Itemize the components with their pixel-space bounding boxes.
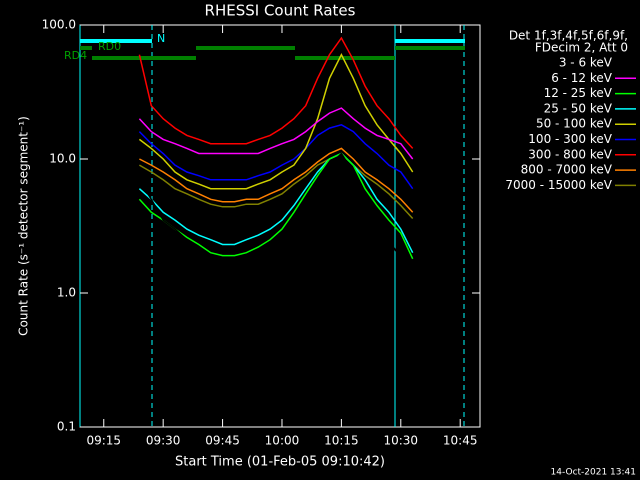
- y-tick-label: 100.0: [42, 18, 76, 32]
- legend-label: 12 - 25 keV: [544, 86, 613, 100]
- series-line: [138, 53, 414, 190]
- series-line: [138, 152, 414, 254]
- x-tick-label: 09:45: [205, 434, 240, 448]
- series-line: [138, 152, 414, 289]
- x-tick-label: 10:30: [383, 434, 418, 448]
- x-tick-label: 10:45: [443, 434, 478, 448]
- timestamp: 14-Oct-2021 13:41: [551, 468, 636, 478]
- legend-label: 7000 - 15000 keV: [505, 178, 612, 192]
- state-label: RD4: [64, 49, 87, 62]
- series-line: [138, 107, 414, 160]
- series-line: [139, 147, 414, 213]
- series-line: [139, 152, 414, 220]
- y-tick-label: 1.0: [57, 286, 76, 300]
- series-line: [138, 36, 414, 149]
- x-tick-label: 10:15: [324, 434, 359, 448]
- x-axis-label: Start Time (01-Feb-05 09:10:42): [175, 455, 385, 470]
- x-tick-label: 09:30: [146, 434, 181, 448]
- series-line: [138, 152, 414, 260]
- legend-label: 300 - 800 keV: [528, 147, 612, 161]
- legend-header: FDecim 2, Att 0: [535, 41, 628, 55]
- legend-label: 50 - 100 keV: [536, 117, 613, 131]
- y-tick-label: 0.1: [57, 420, 76, 434]
- series-line: [138, 123, 414, 190]
- legend-label: 25 - 50 keV: [544, 101, 613, 115]
- legend-label: 100 - 300 keV: [528, 132, 612, 146]
- x-tick-label: 09:15: [86, 434, 121, 448]
- chart-title: RHESSI Count Rates: [205, 2, 356, 20]
- state-label: RD0: [98, 40, 121, 53]
- state-label: N: [157, 32, 165, 45]
- legend-label: 6 - 12 keV: [551, 71, 613, 85]
- y-axis-label: Count Rate (s⁻¹ detector segment⁻¹): [17, 116, 31, 336]
- plot-frame: [79, 24, 481, 428]
- legend-label: 800 - 7000 keV: [521, 163, 613, 177]
- legend-header: Det 1f,3f,4f,5f,6f,9f,: [509, 29, 628, 43]
- x-tick-label: 10:00: [265, 434, 300, 448]
- y-tick-label: 10.0: [49, 152, 76, 166]
- legend-label: 3 - 6 keV: [559, 56, 613, 70]
